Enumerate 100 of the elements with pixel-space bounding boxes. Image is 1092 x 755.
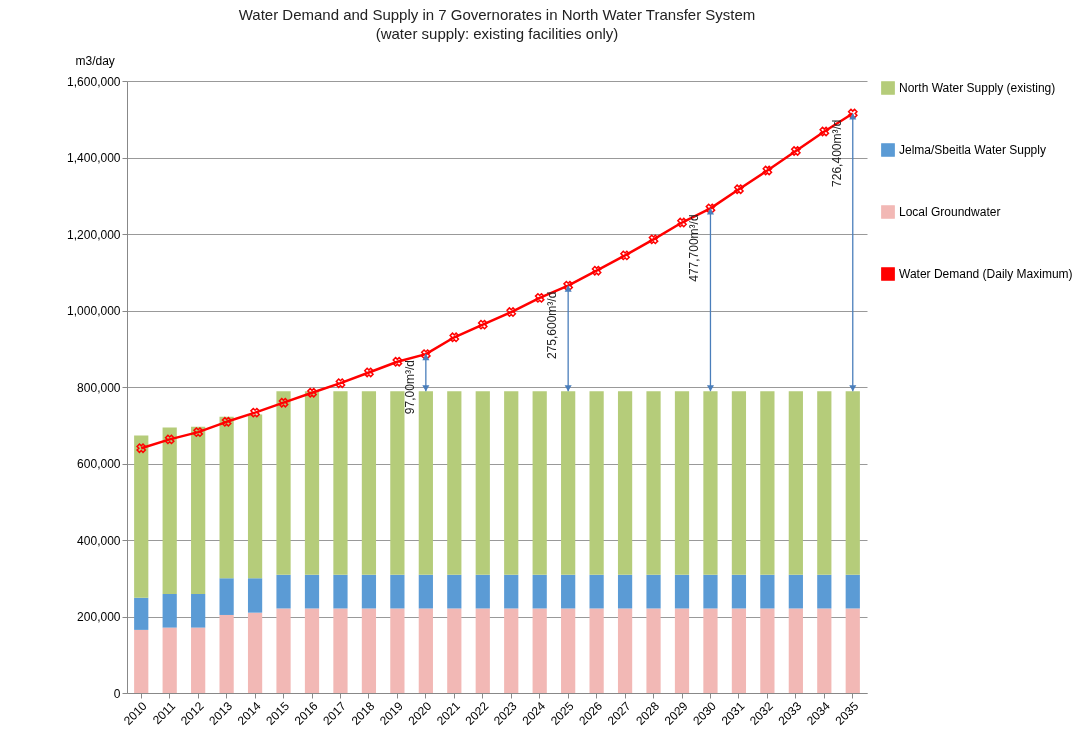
- point: [449, 332, 460, 343]
- bar: [674, 608, 690, 693]
- bar: [475, 574, 490, 609]
- bar: [504, 574, 519, 609]
- bar: [760, 391, 775, 575]
- y-tick-label: 1,600,000: [67, 74, 121, 89]
- bar: [333, 608, 348, 693]
- bar: [646, 574, 661, 609]
- bar: [817, 391, 832, 575]
- legend-label: North Water Supply (existing): [899, 81, 1056, 95]
- bar: [504, 391, 519, 575]
- point: [392, 356, 403, 367]
- bar: [134, 597, 149, 630]
- bar: [731, 574, 747, 609]
- bar: [845, 608, 860, 693]
- bar: [162, 427, 177, 594]
- point: [420, 349, 431, 359]
- bar: [162, 627, 177, 693]
- legend-label: Jelma/Sbeitla Water Supply: [899, 143, 1046, 157]
- bar: [760, 608, 775, 693]
- bar: [674, 574, 690, 609]
- bar: [504, 608, 519, 693]
- bar: [817, 574, 832, 609]
- annotation: 477,700m³/d: [687, 214, 702, 282]
- bar: [191, 627, 206, 693]
- point: [705, 203, 716, 214]
- bar: [532, 608, 547, 693]
- point: [364, 367, 374, 378]
- bar: [276, 391, 291, 575]
- point: [136, 443, 147, 454]
- bar: [219, 578, 234, 615]
- bar: [617, 574, 633, 609]
- bar: [333, 574, 348, 609]
- point: [677, 217, 687, 228]
- point: [307, 387, 317, 398]
- bar: [703, 391, 718, 575]
- bar: [646, 608, 661, 693]
- bar: [561, 574, 576, 609]
- point: [250, 407, 260, 418]
- point: [164, 434, 175, 445]
- bar: [162, 593, 177, 628]
- bar: [731, 608, 747, 693]
- y-axis-title: m3/day: [75, 53, 115, 68]
- chart-subtitle: (water supply: existing facilities only): [375, 25, 619, 42]
- y-tick-label: 1,000,000: [67, 304, 121, 318]
- y-tick-label: 600,000: [77, 457, 121, 471]
- point: [335, 378, 346, 389]
- bar: [788, 608, 803, 693]
- bar: [418, 574, 433, 609]
- bar: [561, 608, 576, 693]
- point: [506, 307, 517, 317]
- point: [278, 397, 289, 408]
- point: [734, 184, 744, 195]
- bar: [333, 391, 348, 575]
- bar: [703, 608, 718, 693]
- chart-title: Water Demand and Supply in 7 Governorates in North Water Transfer System: [238, 6, 756, 23]
- point: [477, 319, 488, 330]
- bar: [475, 608, 490, 693]
- bar: [646, 391, 661, 575]
- bar: [134, 435, 149, 598]
- bar: [817, 608, 832, 693]
- bar: [617, 391, 633, 575]
- point: [620, 250, 630, 261]
- bar: [760, 574, 775, 609]
- point: [563, 280, 574, 291]
- annotation: 275,600m³/d: [545, 291, 560, 360]
- bar: [418, 608, 433, 693]
- bar: [304, 574, 320, 609]
- bar: [390, 391, 405, 575]
- y-tick-label: 1,200,000: [67, 227, 121, 242]
- point: [193, 427, 204, 438]
- y-tick-label: 800,000: [77, 380, 121, 395]
- bar: [219, 416, 234, 579]
- bar: [589, 391, 604, 575]
- bar: [390, 574, 405, 609]
- bar: [447, 391, 462, 575]
- bar: [703, 574, 718, 609]
- y-tick-label: 1,400,000: [67, 151, 121, 165]
- point: [221, 416, 232, 427]
- bar: [361, 574, 377, 609]
- annotation: 726,400m³/d: [829, 119, 844, 187]
- legend-label: Water Demand (Daily Maximum): [899, 267, 1073, 281]
- y-tick-label: 200,000: [77, 610, 121, 624]
- bar: [304, 391, 320, 575]
- point: [819, 126, 830, 137]
- y-tick-label: 400,000: [77, 533, 121, 548]
- bar: [475, 391, 490, 575]
- bar: [788, 574, 803, 609]
- bar: [191, 593, 206, 628]
- bar: [845, 574, 860, 609]
- bar: [589, 574, 604, 609]
- point: [591, 265, 602, 276]
- bar: [134, 629, 149, 693]
- bar: [617, 608, 633, 693]
- bar: [390, 608, 405, 693]
- bar: [247, 578, 263, 613]
- bar: [589, 608, 604, 693]
- point: [762, 165, 773, 176]
- bar: [731, 391, 747, 575]
- bar: [361, 391, 377, 575]
